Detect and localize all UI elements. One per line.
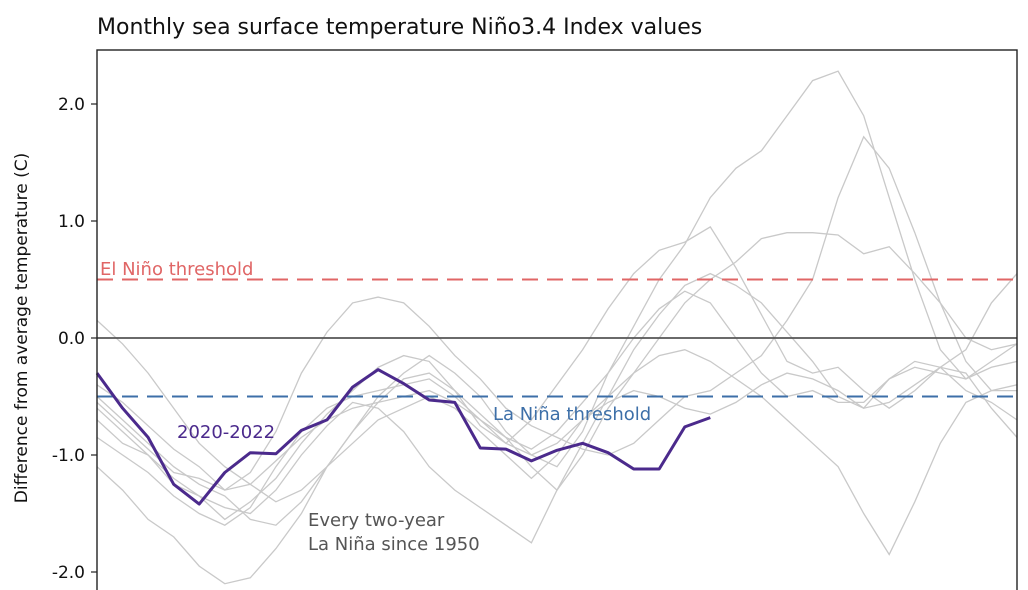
y-tick-label: 2.0 [58,95,85,115]
background-series-group [96,70,1018,585]
la-nina-threshold-label: La Niña threshold [493,404,651,425]
background-series-line [96,226,1018,521]
y-tick-label: -2.0 [52,563,85,583]
background-note-line2: La Niña since 1950 [308,534,480,555]
background-series-line [96,232,1018,526]
y-tick-label: -1.0 [52,446,85,466]
background-series-line [96,273,1018,491]
y-axis-ticks: 2.0 1.0 0.0 -1.0 -2.0 [52,95,97,583]
y-tick-label: 0.0 [58,329,85,349]
highlight-series-line [95,368,711,506]
y-tick-label: 1.0 [58,212,85,232]
background-series-line [96,290,1018,526]
background-series-line [96,135,1017,491]
el-nino-threshold-label: El Niño threshold [100,259,253,280]
highlight-series-group [95,368,711,506]
background-note-line1: Every two-year [308,510,445,531]
plot-frame [96,49,1018,590]
highlight-series-label: 2020-2022 [177,422,275,443]
reference-lines [97,278,1017,398]
chart-title: Monthly sea surface temperature Niño3.4 … [97,15,702,40]
y-axis-label: Difference from average temperature (C) [12,153,32,503]
